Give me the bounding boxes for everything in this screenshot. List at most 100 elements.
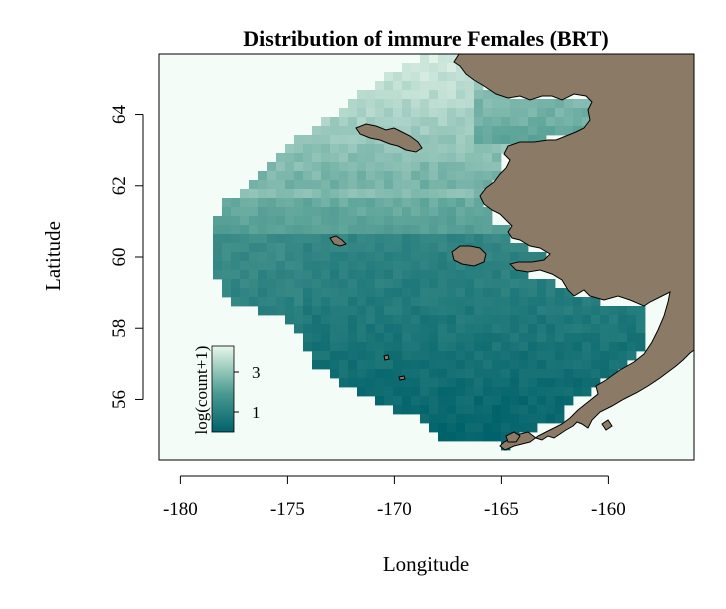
heat-cell bbox=[285, 180, 295, 190]
heat-cell bbox=[456, 288, 466, 298]
heat-cell bbox=[339, 189, 349, 199]
heat-cell bbox=[348, 369, 358, 379]
heat-cell bbox=[312, 333, 322, 343]
heat-cell bbox=[321, 315, 331, 325]
heat-cell bbox=[393, 108, 403, 118]
heat-cell bbox=[420, 234, 430, 244]
heat-cell bbox=[258, 279, 268, 289]
heat-cell bbox=[213, 225, 223, 235]
heat-cell bbox=[384, 225, 394, 235]
heat-cell bbox=[366, 315, 376, 325]
heat-cell bbox=[402, 279, 412, 289]
heat-cell bbox=[465, 108, 475, 118]
heat-cell bbox=[420, 99, 430, 109]
heat-cell bbox=[564, 108, 574, 118]
heat-cell bbox=[492, 153, 502, 163]
heat-cell bbox=[456, 162, 466, 172]
y-axis: 56 58 60 62 64 bbox=[109, 105, 144, 409]
heat-cell bbox=[465, 324, 475, 334]
heat-cell bbox=[393, 261, 403, 271]
heat-cell bbox=[303, 135, 313, 145]
heat-cell bbox=[528, 342, 538, 352]
heat-cell bbox=[537, 252, 547, 262]
heat-cell bbox=[384, 234, 394, 244]
heat-cell bbox=[420, 225, 430, 235]
heat-cell bbox=[465, 369, 475, 379]
heat-cell bbox=[528, 333, 538, 343]
heat-cell bbox=[330, 324, 340, 334]
heat-cell bbox=[402, 189, 412, 199]
heat-cell bbox=[330, 369, 340, 379]
heat-cell bbox=[393, 153, 403, 163]
heat-cell bbox=[393, 387, 403, 397]
heat-cell bbox=[474, 405, 484, 415]
heat-cell bbox=[384, 387, 394, 397]
heat-cell bbox=[303, 324, 313, 334]
heat-cell bbox=[456, 270, 466, 280]
heat-cell bbox=[402, 234, 412, 244]
heat-cell bbox=[447, 189, 457, 199]
heat-cell bbox=[357, 144, 367, 154]
heat-cell bbox=[330, 243, 340, 253]
heat-cell bbox=[501, 288, 511, 298]
heat-cell bbox=[276, 153, 286, 163]
heat-cell bbox=[375, 252, 385, 262]
heat-cell bbox=[249, 252, 259, 262]
heat-cell bbox=[429, 180, 439, 190]
heat-cell bbox=[429, 90, 439, 100]
heat-cell bbox=[366, 243, 376, 253]
heat-cell bbox=[231, 216, 241, 226]
heat-cell bbox=[267, 189, 277, 199]
heat-cell bbox=[474, 198, 484, 208]
heat-cell bbox=[555, 387, 565, 397]
heat-cell bbox=[285, 216, 295, 226]
heat-cell bbox=[312, 360, 322, 370]
heat-cell bbox=[393, 351, 403, 361]
heat-cell bbox=[438, 54, 448, 64]
heat-cell bbox=[519, 414, 529, 424]
x-tick-label: -175 bbox=[270, 499, 305, 520]
heat-cell bbox=[474, 342, 484, 352]
heat-cell bbox=[312, 252, 322, 262]
heat-cell bbox=[465, 396, 475, 406]
heat-cell bbox=[384, 162, 394, 172]
heat-cell bbox=[420, 396, 430, 406]
heat-cell bbox=[456, 414, 466, 424]
heat-cell bbox=[303, 234, 313, 244]
heat-cell bbox=[492, 126, 502, 136]
heat-cell bbox=[411, 252, 421, 262]
heat-cell bbox=[267, 207, 277, 217]
plot-frame bbox=[158, 53, 695, 461]
heat-cell bbox=[384, 72, 394, 82]
heat-cell bbox=[411, 315, 421, 325]
heat-cell bbox=[537, 342, 547, 352]
heat-cell bbox=[519, 252, 529, 262]
heat-cell bbox=[429, 126, 439, 136]
heat-cell bbox=[285, 234, 295, 244]
heat-cell bbox=[411, 306, 421, 316]
heat-cell bbox=[582, 315, 592, 325]
heat-cell bbox=[366, 216, 376, 226]
heat-cell bbox=[267, 279, 277, 289]
heat-cell bbox=[357, 297, 367, 307]
heat-cell bbox=[240, 216, 250, 226]
heat-cell bbox=[321, 270, 331, 280]
heat-cell bbox=[330, 261, 340, 271]
heat-cell bbox=[465, 90, 475, 100]
heat-cell bbox=[465, 144, 475, 154]
heat-cell bbox=[483, 351, 493, 361]
heat-cell bbox=[582, 108, 592, 118]
heat-cell bbox=[474, 315, 484, 325]
heat-cell bbox=[474, 108, 484, 118]
heat-cell bbox=[339, 207, 349, 217]
heat-cell bbox=[267, 225, 277, 235]
heat-cell bbox=[402, 270, 412, 280]
heat-cell bbox=[420, 135, 430, 145]
heat-cell bbox=[636, 306, 646, 316]
heat-cell bbox=[384, 198, 394, 208]
heat-cell bbox=[465, 315, 475, 325]
heat-cell bbox=[438, 162, 448, 172]
heat-cell bbox=[384, 216, 394, 226]
heat-cell bbox=[456, 171, 466, 181]
heat-cell bbox=[546, 396, 556, 406]
